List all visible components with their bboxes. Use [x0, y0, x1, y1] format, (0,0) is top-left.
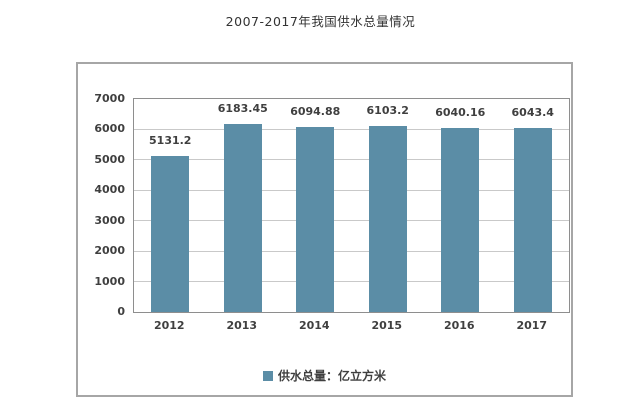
y-axis: 0 1000 2000 3000 4000 5000 6000 7000 [78, 92, 125, 318]
gridline [134, 250, 569, 252]
gridline [134, 281, 569, 283]
bar-value-label: 6103.2 [366, 104, 409, 118]
bar [151, 155, 190, 312]
y-tick-label: 1000 [94, 274, 125, 288]
y-tick-label: 6000 [94, 122, 125, 136]
chart-title: 2007-2017年我国供水总量情况 [225, 14, 416, 29]
x-tick-label: 2012 [153, 319, 185, 332]
bar-value-label: 6094.88 [290, 104, 341, 118]
y-tick-label: 4000 [94, 183, 125, 197]
gridline [134, 220, 569, 222]
bar-value-label: 6043.4 [511, 106, 554, 120]
y-tick-label: 0 [117, 305, 125, 318]
x-tick-label: 2017 [516, 319, 548, 332]
x-axis: 2012 2013 2014 2015 2016 2017 [133, 319, 568, 335]
x-tick-label: 2015 [371, 319, 403, 332]
x-tick-label: 2013 [226, 319, 258, 332]
bar [368, 126, 407, 312]
bar [441, 128, 480, 312]
plot-area: 5131.2 6183.45 6094.88 6103.2 6040.16 6043.4 [133, 98, 570, 313]
bar-value-label: 6040.16 [435, 106, 486, 120]
x-tick-label: 2014 [298, 319, 330, 332]
bar [513, 128, 552, 312]
gridline [134, 189, 569, 191]
gridline [134, 159, 569, 161]
legend-label: 供水总量：亿立方米 [277, 369, 386, 383]
gridline [134, 128, 569, 130]
bar [223, 123, 262, 312]
bar-value-label: 6183.45 [217, 101, 268, 115]
x-tick-label: 2016 [443, 319, 475, 332]
legend-swatch [262, 370, 273, 381]
bar-value-label: 5131.2 [149, 133, 192, 147]
legend: 供水总量：亿立方米 [78, 367, 571, 384]
y-tick-label: 5000 [94, 152, 125, 166]
y-tick-label: 2000 [94, 244, 125, 258]
bar [296, 126, 335, 312]
y-tick-label: 7000 [94, 92, 125, 105]
y-tick-label: 3000 [94, 213, 125, 227]
chart-frame: 5131.2 6183.45 6094.88 6103.2 6040.16 6043.4 … [76, 62, 573, 397]
